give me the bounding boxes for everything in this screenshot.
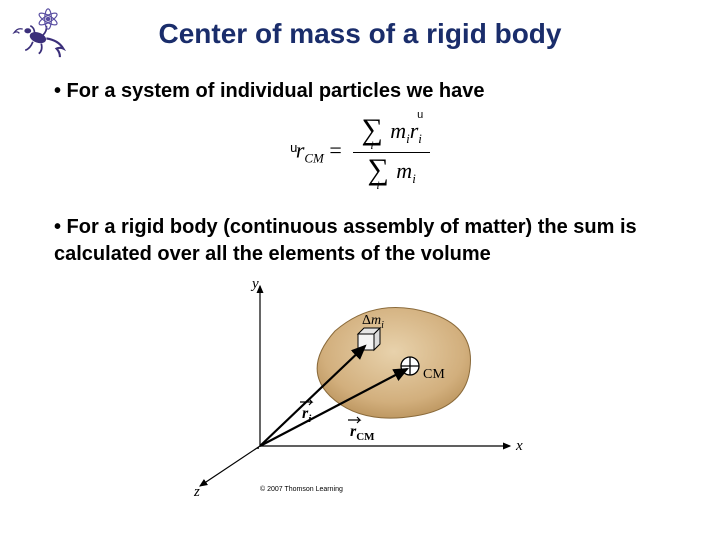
svg-text:z: z: [193, 484, 200, 500]
university-logo: [8, 8, 78, 63]
svg-text:© 2007 Thomson Learning: © 2007 Thomson Learning: [260, 485, 343, 493]
slide-content: • For a system of individual particles w…: [0, 50, 720, 506]
svg-text:x: x: [515, 438, 523, 454]
page-title: Center of mass of a rigid body: [0, 0, 720, 50]
svg-text:rCM: rCM: [350, 423, 375, 443]
formula-rcm: u rCM = ∑ i miuri ∑ i: [54, 113, 666, 192]
svg-text:y: y: [250, 276, 259, 292]
svg-text:CM: CM: [423, 367, 445, 382]
rigid-body-diagram: x y z CM Δmi ri: [54, 276, 666, 506]
bullet-1: • For a system of individual particles w…: [54, 78, 666, 105]
bullet-2: • For a rigid body (continuous assembly …: [54, 214, 666, 268]
